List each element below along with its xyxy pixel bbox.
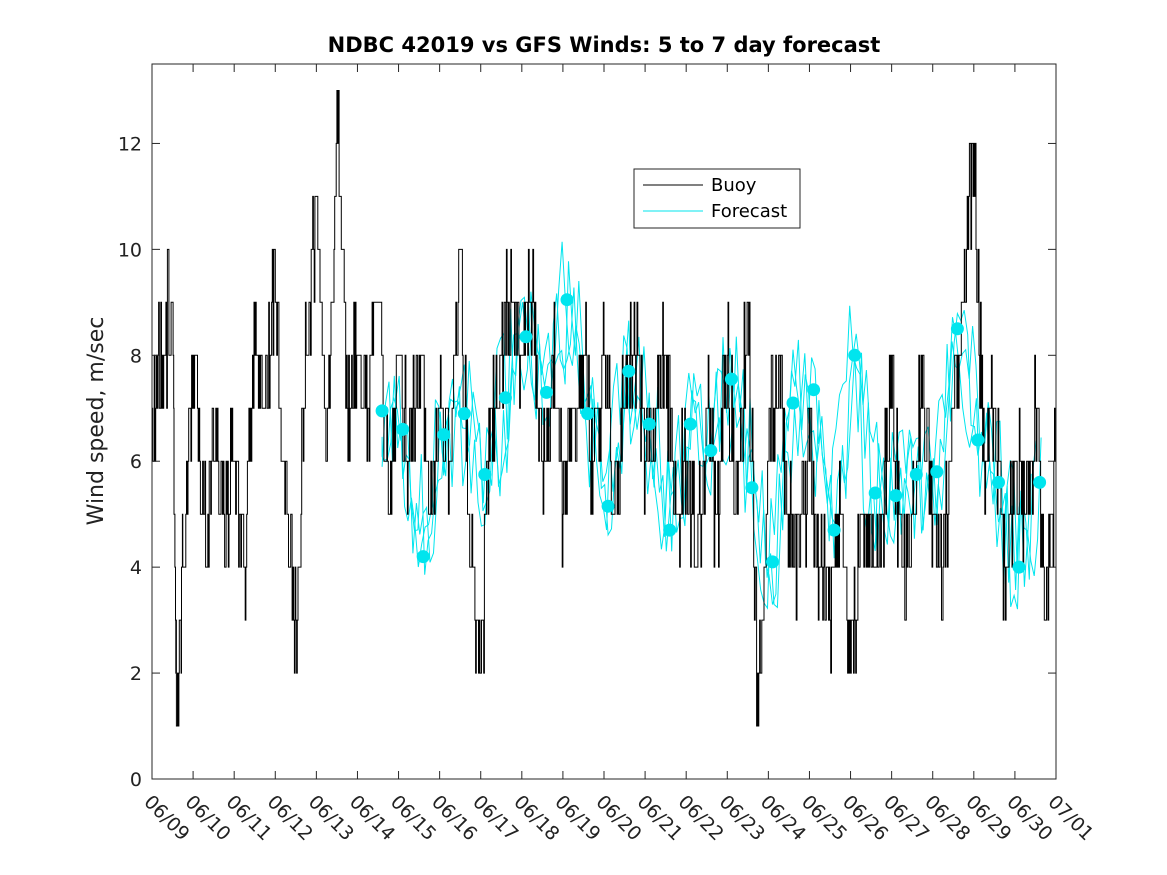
buoy-line bbox=[152, 90, 1056, 727]
forecast-point bbox=[848, 348, 862, 362]
forecast-point bbox=[437, 428, 451, 442]
legend: Buoy Forecast bbox=[633, 168, 801, 229]
forecast-member-line bbox=[381, 287, 1037, 605]
forecast-point bbox=[724, 372, 738, 386]
forecast-point bbox=[457, 407, 471, 421]
forecast-point bbox=[396, 422, 410, 436]
y-tick-label: 10 bbox=[118, 239, 142, 261]
forecast-point bbox=[807, 383, 821, 397]
buoy-series-line bbox=[152, 90, 1056, 727]
forecast-point bbox=[992, 475, 1005, 489]
forecast-point bbox=[766, 555, 779, 569]
forecast-point bbox=[868, 486, 882, 500]
forecast-point bbox=[540, 385, 553, 399]
forecast-point bbox=[704, 444, 718, 458]
chart-title: NDBC 42019 vs GFS Winds: 5 to 7 day fore… bbox=[328, 33, 881, 57]
forecast-point bbox=[601, 499, 615, 513]
forecast-point bbox=[1033, 475, 1047, 489]
forecast-point bbox=[971, 433, 985, 447]
forecast-point bbox=[745, 481, 759, 495]
y-axis: 0 2 4 6 8 10 12 bbox=[118, 133, 1056, 791]
y-tick-label: 12 bbox=[118, 133, 142, 155]
forecast-point bbox=[889, 489, 903, 503]
forecast-point bbox=[930, 465, 944, 479]
y-tick-label: 8 bbox=[130, 345, 142, 367]
forecast-point bbox=[622, 364, 636, 378]
forecast-point bbox=[560, 293, 574, 307]
legend-label-buoy: Buoy bbox=[711, 175, 757, 196]
forecast-point bbox=[827, 523, 841, 537]
forecast-point bbox=[909, 468, 923, 481]
forecast-point bbox=[642, 417, 656, 431]
forecast-points bbox=[375, 293, 1047, 574]
legend-label-forecast: Forecast bbox=[711, 201, 787, 222]
forecast-point bbox=[416, 550, 430, 564]
forecast-point bbox=[375, 404, 389, 418]
forecast-point bbox=[950, 322, 964, 336]
y-tick-label: 4 bbox=[130, 557, 142, 579]
forecast-point bbox=[663, 523, 677, 537]
forecast-point bbox=[478, 468, 492, 481]
forecast-point bbox=[1012, 560, 1026, 574]
y-tick-label: 0 bbox=[130, 769, 142, 791]
forecast-point bbox=[786, 396, 800, 410]
y-tick-label: 2 bbox=[130, 663, 142, 685]
y-axis-label: Wind speed, m/sec bbox=[84, 317, 109, 526]
legend-box bbox=[633, 168, 801, 229]
forecast-point bbox=[683, 417, 697, 431]
forecast-point bbox=[498, 391, 512, 405]
forecast-point bbox=[581, 407, 595, 421]
y-tick-label: 6 bbox=[130, 451, 142, 473]
forecast-point bbox=[519, 330, 533, 344]
